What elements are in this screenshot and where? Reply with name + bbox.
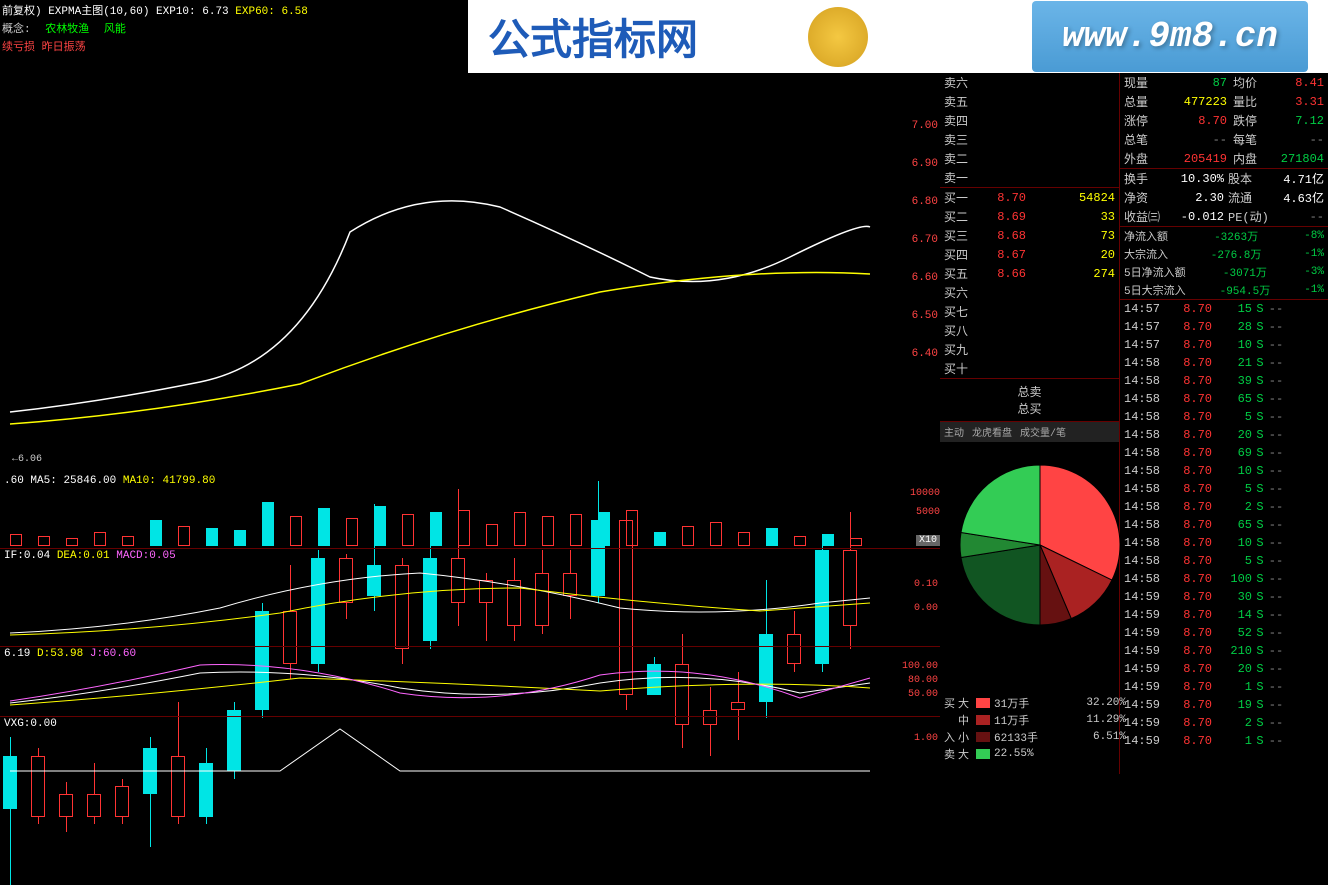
kdj-panel[interactable]: 6.19 D:53.98 J:60.60 100.00 80.00 50.00 [0,646,940,714]
order-book: 卖六卖五卖四卖三卖二卖一 买一8.7054824买二8.6933买三8.6873… [940,73,1120,774]
tick-row: 14:588.7010S-- [1120,462,1328,480]
candlestick-chart[interactable]: 7.006.906.806.706.606.506.40 ←6.06 [0,32,940,470]
order-row: 买二8.6933 [940,207,1119,226]
info-row: 收益㈢-0.012PE(动)-- [1120,207,1328,226]
order-row: 买九 [940,340,1119,359]
tick-row: 14:588.7069S-- [1120,444,1328,462]
pie-legend: 买大31万手32.20%中11万手11.29%入小62133手6.51%卖大22… [942,694,1128,762]
tick-row: 14:588.7065S-- [1120,516,1328,534]
order-row: 卖六 [940,73,1119,92]
info-row: 换手10.30%股本4.71亿 [1120,169,1328,188]
order-row: 买十 [940,359,1119,378]
tick-row: 14:588.705S-- [1120,552,1328,570]
tick-row: 14:588.705S-- [1120,408,1328,426]
info-row: 总笔--每笔-- [1120,130,1328,149]
wxg-panel[interactable]: VXG:0.00 1.00 [0,716,940,774]
order-row: 买三8.6873 [940,226,1119,245]
tick-row: 14:588.702S-- [1120,498,1328,516]
total-sell: 总卖 [944,383,1115,400]
tick-row: 14:578.7015S-- [1120,300,1328,318]
ma-overlay [0,32,900,470]
order-row: 卖四 [940,111,1119,130]
indicator-name: 前复权) EXPMA主图(10,60) [2,6,149,18]
info-column: 现量87均价8.41总量477223量比3.31涨停8.70跌停7.12总笔--… [1120,73,1328,774]
tick-row: 14:588.7020S-- [1120,426,1328,444]
tick-row: 14:588.70100S-- [1120,570,1328,588]
quote-panel: 卖六卖五卖四卖三卖二卖一 买一8.7054824买二8.6933买三8.6873… [940,73,1328,774]
info-row: 涨停8.70跌停7.12 [1120,111,1328,130]
order-row: 卖五 [940,92,1119,111]
tab-volume[interactable]: 成交量/笔 [1016,422,1070,442]
tick-row: 14:598.7052S-- [1120,624,1328,642]
total-buy: 总买 [944,400,1115,417]
tick-row: 14:588.7065S-- [1120,390,1328,408]
order-row: 买四8.6720 [940,245,1119,264]
macd-panel[interactable]: IF:0.04 DEA:0.01 MACD:0.05 0.10 0.00 [0,548,940,644]
order-row: 买一8.7054824 [940,188,1119,207]
volume-axis: 100005000 [910,488,940,526]
tick-row: 14:598.7020S-- [1120,660,1328,678]
tick-row: 14:598.7030S-- [1120,588,1328,606]
info-row: 总量477223量比3.31 [1120,92,1328,111]
tick-row: 14:598.7014S-- [1120,606,1328,624]
order-row: 卖一 [940,168,1119,187]
tick-row: 14:588.7021S-- [1120,354,1328,372]
info-row: 外盘205419内盘271804 [1120,149,1328,168]
info-row: 现量87均价8.41 [1120,73,1328,92]
order-row: 买八 [940,321,1119,340]
tick-row: 14:598.702S-- [1120,714,1328,732]
order-row: 卖二 [940,149,1119,168]
tick-row: 14:598.7019S-- [1120,696,1328,714]
buy-sell-pie [955,460,1125,660]
legend-row: 入小62133手6.51% [942,728,1128,745]
order-row: 卖三 [940,130,1119,149]
low-marker: ←6.06 [12,454,42,465]
scale-marker: X10 [916,535,940,546]
tick-row: 14:598.70210S-- [1120,642,1328,660]
volume-panel[interactable]: .60 MA5: 25846.00 MA10: 41799.80 1000050… [0,474,940,546]
tab-active[interactable]: 主动 [940,422,968,442]
banner-url: www.9m8.cn [1032,1,1308,72]
tick-list[interactable]: 14:578.7015S--14:578.7028S--14:578.7010S… [1120,299,1328,750]
tick-row: 14:598.701S-- [1120,678,1328,696]
tick-row: 14:578.7028S-- [1120,318,1328,336]
tick-row: 14:598.701S-- [1120,732,1328,750]
order-row: 买七 [940,302,1119,321]
tick-row: 14:588.7039S-- [1120,372,1328,390]
order-row: 买五8.66274 [940,264,1119,283]
tick-row: 14:578.7010S-- [1120,336,1328,354]
tick-row: 14:588.705S-- [1120,480,1328,498]
info-row: 净资2.30流通4.63亿 [1120,188,1328,207]
legend-row: 买大31万手32.20% [942,694,1128,711]
tab-tiger[interactable]: 龙虎看盘 [968,422,1016,442]
flow-row: 5日大宗流入-954.5万-1% [1120,281,1328,299]
flow-row: 大宗流入-276.8万-1% [1120,245,1328,263]
legend-row: 卖大22.55% [942,745,1128,762]
order-row: 买六 [940,283,1119,302]
tick-row: 14:588.7010S-- [1120,534,1328,552]
legend-row: 中11万手11.29% [942,711,1128,728]
flow-row: 净流入额-3263万-8% [1120,227,1328,245]
tab-bar: 主动 龙虎看盘 成交量/笔 [940,421,1119,442]
flow-row: 5日净流入额-3071万-3% [1120,263,1328,281]
